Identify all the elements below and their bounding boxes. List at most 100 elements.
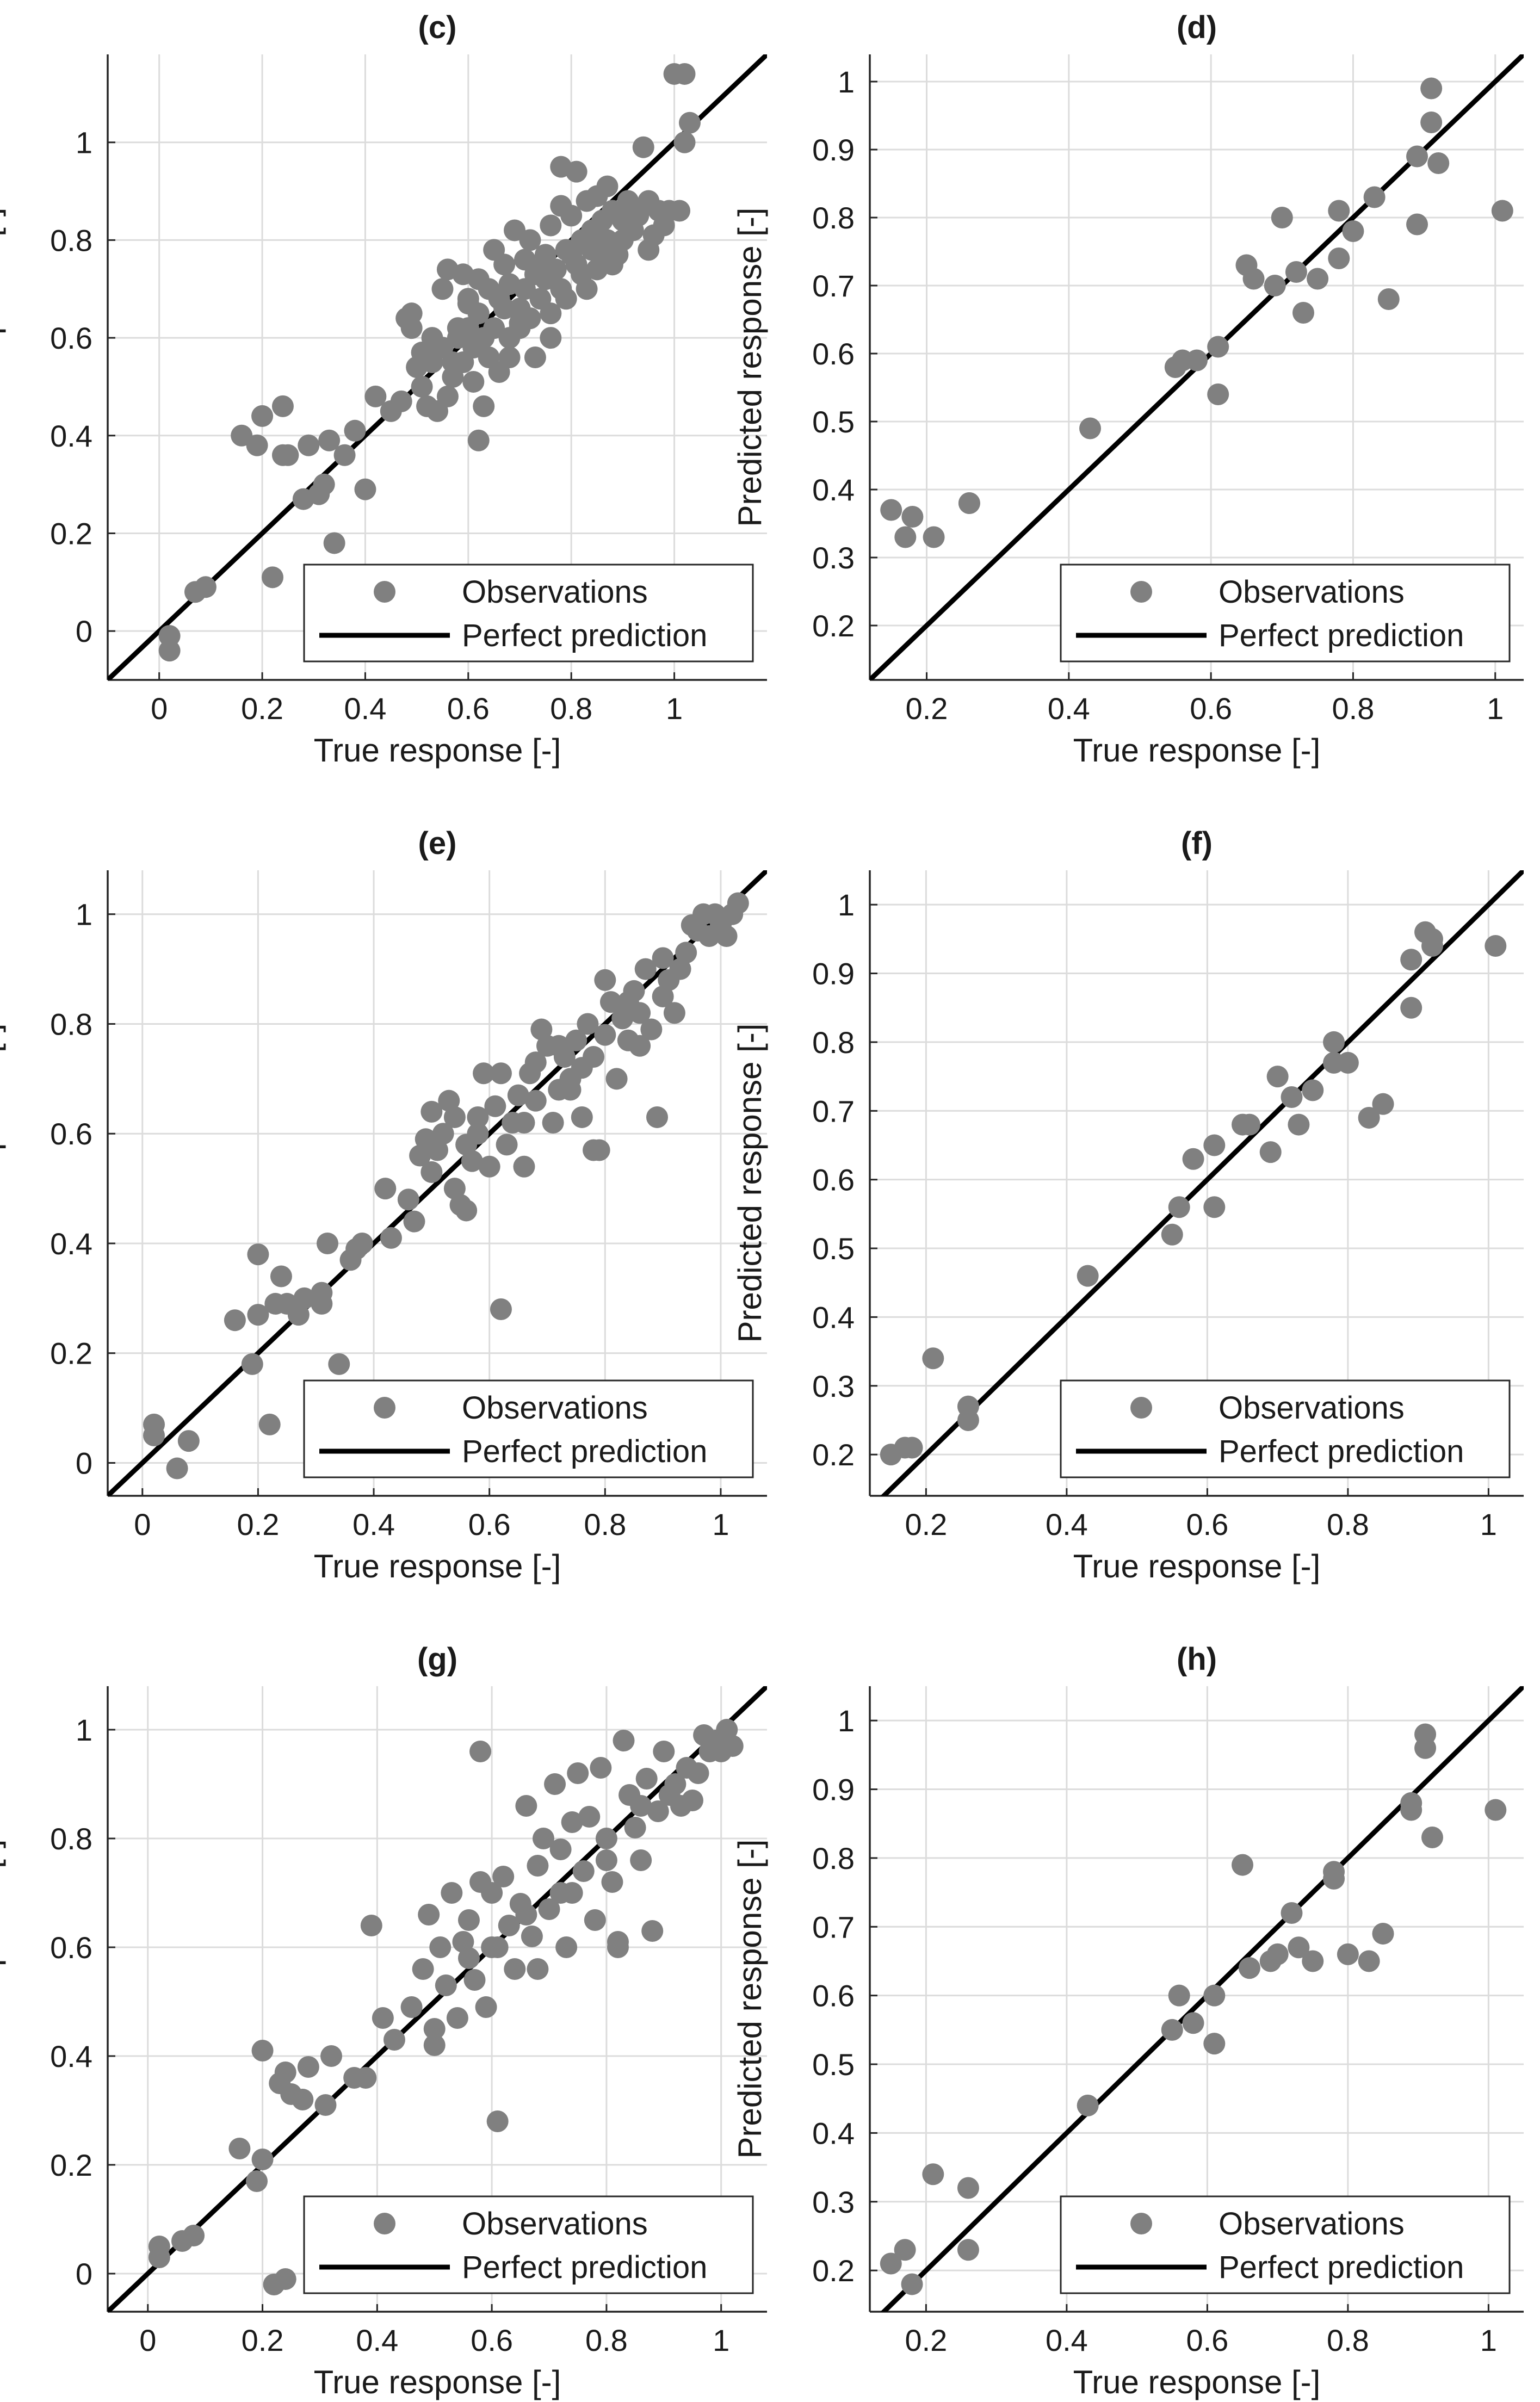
y-tick-label: 0.3 (812, 2185, 855, 2219)
observation-point (297, 2056, 319, 2078)
x-axis-label: True response [-] (314, 1548, 561, 1584)
observation-point (423, 2034, 446, 2056)
legend-label-observations: Observations (1219, 574, 1405, 610)
observation-point (652, 986, 674, 1008)
observation-point (443, 1178, 466, 1200)
observation-point (555, 1936, 578, 1958)
x-tick-label: 1 (713, 2323, 729, 2357)
observation-point (515, 1795, 537, 1817)
observation-point (166, 1457, 188, 1479)
observation-point (1328, 200, 1350, 222)
panel-e: 0 0.2 0.4 0.6 0.8 1 0 0.2 0.4 0.6 0.8 1 (e) True resp… (0, 826, 767, 1584)
x-axis-label: True response [-] (1073, 1548, 1321, 1584)
observation-point (1203, 1134, 1226, 1156)
y-tick-label: 0.8 (812, 201, 855, 235)
y-axis-label: Predicted response [-] (0, 1840, 6, 2159)
observation-point (1323, 1031, 1345, 1053)
observation-point (601, 1871, 623, 1893)
y-tick-label: 0.9 (812, 1773, 855, 1807)
observation-point (548, 1035, 570, 1057)
legend: Observations Perfect prediction (303, 2195, 754, 2294)
y-axis-label: Predicted response [-] (0, 208, 6, 527)
observation-point (1337, 1943, 1359, 1965)
observation-point (1285, 261, 1307, 283)
legend-marker (1130, 581, 1152, 603)
legend-marker (1130, 2213, 1152, 2234)
observation-point (583, 1045, 605, 1068)
observation-point (318, 429, 341, 451)
observation-point (412, 1958, 434, 1980)
y-tick-label: 0 (76, 614, 92, 648)
observation-point (158, 640, 181, 662)
observation-point (599, 991, 622, 1013)
x-tick-label: 0.4 (356, 2323, 398, 2357)
y-tick-label: 0.6 (812, 337, 855, 371)
observation-point (1238, 1957, 1260, 1979)
observation-point (509, 317, 531, 339)
observation-point (457, 1909, 480, 1931)
legend-label-observations: Observations (462, 2206, 648, 2242)
chart-title: (h) (1177, 1642, 1217, 1677)
observation-point (663, 1002, 685, 1024)
y-tick-label: 0.7 (812, 1094, 855, 1128)
observation-point (578, 1806, 601, 1828)
observation-point (247, 1243, 269, 1266)
x-tick-label: 1 (666, 691, 683, 726)
observation-point (473, 1062, 495, 1085)
observation-point (360, 1915, 382, 1936)
x-tick-label: 0.2 (906, 691, 948, 726)
observation-point (490, 1298, 512, 1321)
observation-point (901, 2273, 923, 2295)
observation-point (1400, 996, 1423, 1019)
observation-point (1372, 1093, 1394, 1115)
observation-point (262, 566, 283, 589)
observation-point (630, 1795, 652, 1817)
observation-point (716, 1719, 738, 1741)
y-tick-label: 0.7 (812, 269, 855, 303)
y-tick-label: 0.2 (50, 516, 92, 550)
observation-point (513, 1155, 535, 1178)
observation-point (1207, 383, 1229, 405)
observation-point (611, 1007, 634, 1030)
observation-point (1203, 1984, 1226, 2007)
observation-point (532, 1828, 554, 1849)
observation-point (1400, 1799, 1423, 1821)
observation-point (549, 1838, 572, 1860)
observation-point (314, 2094, 337, 2116)
perfect-prediction-line (880, 1686, 1524, 2312)
plot-area (108, 54, 767, 680)
observation-point (629, 1035, 651, 1057)
observation-point (247, 1304, 269, 1326)
observation-point (567, 1762, 589, 1784)
x-tick-label: 0.8 (585, 2323, 628, 2357)
y-tick-label: 0.8 (812, 1025, 855, 1060)
observation-point (880, 499, 902, 521)
y-tick-label: 0.4 (812, 1300, 855, 1334)
observation-point (1186, 349, 1208, 372)
observation-point (524, 1051, 547, 1074)
x-tick-label: 0.4 (352, 1507, 395, 1542)
observation-point (595, 1849, 617, 1871)
observation-point (1420, 77, 1443, 100)
x-tick-label: 0 (134, 1507, 151, 1542)
observation-point (1168, 1196, 1190, 1218)
observation-point (403, 1210, 425, 1233)
y-tick-label: 0.5 (812, 1231, 855, 1266)
observation-point (483, 317, 505, 339)
observation-point (607, 1936, 629, 1958)
observation-point (519, 229, 541, 251)
y-tick-label: 1 (76, 1713, 92, 1747)
legend-label-observations: Observations (462, 574, 648, 610)
observation-point (177, 1430, 200, 1452)
observation-point (687, 1762, 709, 1784)
observation-point (1427, 152, 1450, 174)
observation-point (436, 385, 459, 407)
observation-point (333, 444, 356, 466)
observation-point (515, 1904, 537, 1926)
observation-point (576, 278, 598, 300)
observation-point (675, 942, 697, 964)
observation-point (1203, 1196, 1226, 1218)
observation-point (1406, 213, 1428, 236)
x-tick-label: 0.6 (447, 691, 490, 726)
